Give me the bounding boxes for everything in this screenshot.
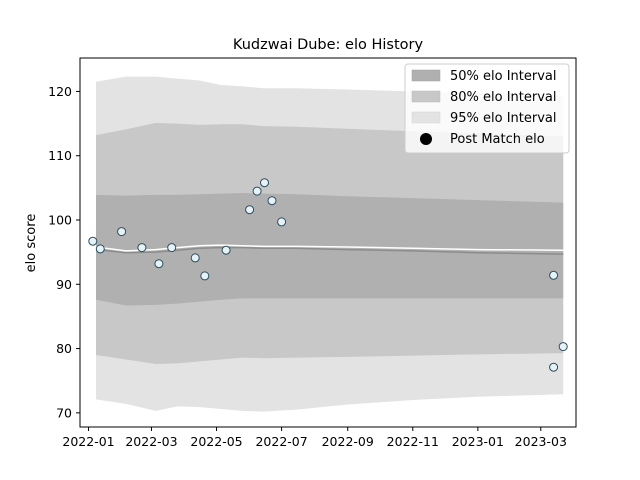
data-point bbox=[558, 342, 568, 352]
x-tick-label: 2023-03 bbox=[515, 434, 567, 449]
y-tick-label: 100 bbox=[48, 213, 72, 228]
x-tick-label: 2022-09 bbox=[322, 434, 374, 449]
data-point bbox=[117, 227, 127, 237]
post-match-points bbox=[88, 178, 568, 372]
data-point bbox=[137, 243, 147, 253]
legend-label-80: 80% elo Interval bbox=[450, 90, 557, 105]
data-point bbox=[277, 217, 287, 227]
data-point bbox=[252, 186, 262, 196]
median-line bbox=[95, 246, 564, 255]
data-point bbox=[190, 253, 200, 263]
data-point bbox=[221, 245, 231, 255]
data-point bbox=[154, 259, 164, 269]
data-point bbox=[167, 243, 177, 253]
chart-title: Kudzwai Dube: elo History bbox=[233, 37, 424, 53]
trend-lines bbox=[95, 244, 564, 255]
data-point bbox=[260, 178, 269, 188]
x-tick-label: 2022-07 bbox=[255, 434, 307, 449]
legend-label-points: Post Match elo bbox=[450, 132, 545, 147]
legend-swatch-95 bbox=[411, 111, 441, 124]
data-point bbox=[549, 270, 559, 280]
plot-area-frame bbox=[79, 57, 577, 428]
mean-line bbox=[95, 244, 564, 252]
y-tick-label: 90 bbox=[56, 277, 72, 292]
y-tick-label: 120 bbox=[48, 84, 72, 99]
legend-label-95: 95% elo Interval bbox=[450, 111, 557, 126]
x-tick-label: 2022-01 bbox=[62, 434, 114, 449]
interval-bands bbox=[96, 76, 564, 412]
data-point bbox=[88, 236, 98, 246]
y-axis-label: elo score bbox=[24, 214, 39, 273]
x-tick-label: 2023-01 bbox=[452, 434, 504, 449]
data-point bbox=[200, 271, 210, 281]
x-tick-label: 2022-11 bbox=[387, 434, 439, 449]
x-axis-ticks: 2022-01 2022-03 2022-05 2022-07 2022-09 2022-… bbox=[62, 427, 567, 449]
legend-label-50: 50% elo Interval bbox=[450, 69, 557, 84]
y-tick-label: 70 bbox=[56, 405, 72, 420]
legend-swatch-50 bbox=[411, 69, 441, 82]
legend: 50% elo Interval 80% elo Interval 95% el… bbox=[404, 63, 570, 154]
y-axis-ticks: 70 80 90 100 110 120 bbox=[48, 84, 80, 420]
data-point bbox=[549, 362, 559, 372]
x-tick-label: 2022-03 bbox=[125, 434, 177, 449]
legend-marker-point bbox=[420, 133, 432, 145]
data-point bbox=[95, 244, 105, 254]
data-point bbox=[267, 196, 277, 206]
data-point bbox=[245, 205, 255, 215]
x-tick-label: 2022-05 bbox=[190, 434, 242, 449]
legend-swatch-80 bbox=[411, 90, 441, 103]
legend-frame bbox=[404, 63, 570, 154]
y-tick-label: 80 bbox=[56, 341, 72, 356]
y-tick-label: 110 bbox=[48, 148, 72, 163]
